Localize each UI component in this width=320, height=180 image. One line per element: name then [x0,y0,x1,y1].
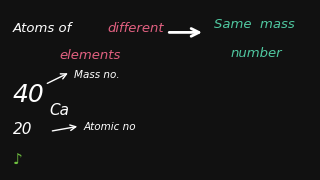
Text: ♪: ♪ [13,153,22,168]
Text: Same  mass: Same mass [214,18,295,31]
Text: Mass no.: Mass no. [74,70,119,80]
Text: Atomic no: Atomic no [83,122,136,132]
Text: number: number [230,47,282,60]
Text: elements: elements [59,49,121,62]
Text: different: different [107,22,164,35]
Text: 20: 20 [13,122,32,137]
Text: Atoms of: Atoms of [13,22,76,35]
Text: Ca: Ca [50,103,70,118]
Text: 40: 40 [13,83,44,107]
